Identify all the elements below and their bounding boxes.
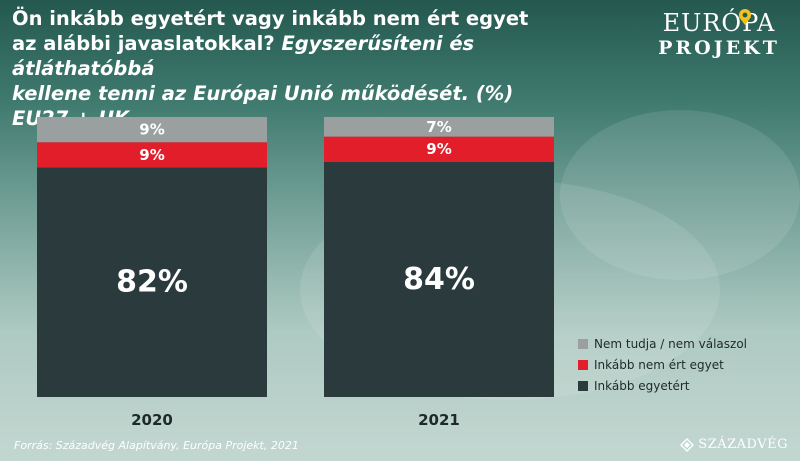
- source-note: Forrás: Századvég Alapítvány, Európa Pro…: [14, 439, 299, 452]
- legend-item-dont-know: Nem tudja / nem válaszol: [578, 333, 747, 354]
- bar-segment-2021-dont-know: [324, 117, 554, 137]
- logo-line-1: EURÓPA: [662, 9, 776, 37]
- bar-segment-2021-agree: [324, 161, 554, 397]
- data-label-2020-agree: 82%: [116, 265, 188, 300]
- data-label-2020-dont-know: 9%: [139, 121, 164, 139]
- brand-text: SZÁZADVÉG: [698, 437, 788, 452]
- x-tick-label-2021: 2021: [418, 411, 460, 429]
- title-line-2-italic: Egyszerűsíteni és átláthatóbbá: [12, 32, 475, 80]
- chart-title: Ön inkább egyetért vagy inkább nem ért e…: [12, 6, 572, 131]
- data-label-2020-disagree: 9%: [139, 146, 164, 164]
- title-line-2-plain: az alábbi javaslatokkal?: [12, 32, 275, 55]
- szazadveg-logo: SZÁZADVÉG: [680, 437, 788, 452]
- chart-legend: Nem tudja / nem válaszol Inkább nem ért e…: [578, 333, 747, 396]
- diamond-icon: [680, 437, 695, 452]
- bar-segment-2020-dont-know: [37, 117, 267, 143]
- x-tick-label-2020: 2020: [131, 411, 173, 429]
- data-label-2021-dont-know: 7%: [426, 118, 451, 136]
- map-pin-icon: [739, 9, 751, 25]
- bar-segment-2020-agree: [37, 167, 267, 397]
- legend-item-disagree: Inkább nem ért egyet: [578, 354, 747, 375]
- legend-label-agree: Inkább egyetért: [594, 378, 690, 393]
- legend-label-dont-know: Nem tudja / nem válaszol: [594, 336, 748, 351]
- legend-swatch-agree: [578, 380, 588, 391]
- map-background-shape: [560, 110, 800, 280]
- title-line-1: Ön inkább egyetért vagy inkább nem ért e…: [12, 7, 529, 30]
- europa-projekt-logo: EURÓPA PROJEKT: [654, 9, 784, 60]
- legend-item-agree: Inkább egyetért: [578, 375, 747, 396]
- title-line-2: az alábbi javaslatokkal? Egyszerűsíteni …: [12, 31, 572, 81]
- data-label-2021-agree: 84%: [403, 262, 475, 297]
- legend-label-disagree: Inkább nem ért egyet: [594, 357, 724, 372]
- legend-swatch-disagree: [578, 359, 588, 370]
- legend-swatch-dont-know: [578, 338, 588, 349]
- bar-segment-2021-disagree: [324, 136, 554, 162]
- data-label-2021-disagree: 9%: [426, 140, 451, 158]
- bar-segment-2020-disagree: [37, 142, 267, 168]
- logo-line-2: PROJEKT: [658, 37, 780, 59]
